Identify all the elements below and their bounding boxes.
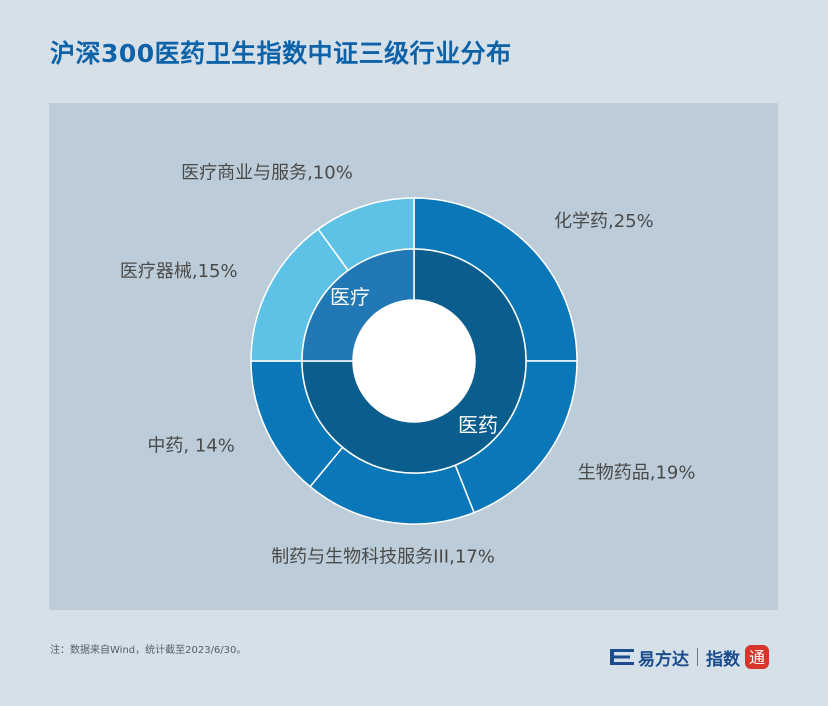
outer-slice-label-1: 生物药品,19% — [578, 462, 696, 483]
brand-name: 易方达 — [638, 649, 689, 670]
outer-slice-label-5: 医疗商业与服务,10% — [181, 163, 353, 184]
outer-slice-label-3: 中药, 14% — [147, 435, 234, 456]
donut-chart: 化学药,25% 生物药品,19% 制药与生物科技服务III,17% 中药, 14% 医疗… — [120, 163, 696, 568]
outer-slice-label-4: 医疗器械,15% — [120, 261, 238, 282]
inner-slice-label-0: 医药 — [458, 413, 498, 437]
seal-icon: 通 — [745, 645, 769, 669]
inner-ring-labels: 医药 医疗 — [330, 285, 498, 437]
chart-panel: 化学药,25% 生物药品,19% 制药与生物科技服务III,17% 中药, 14% 医疗… — [49, 103, 778, 610]
brand-divider — [697, 648, 698, 666]
brand-logo: 易方达 指数 通 — [610, 641, 770, 673]
chart-title: 沪深300医药卫生指数中证三级行业分布 — [50, 39, 512, 68]
outer-slice-label-2: 制药与生物科技服务III,17% — [271, 547, 495, 568]
source-footnote: 注：数据来自Wind，统计截至2023/6/30。 — [50, 645, 247, 656]
inner-ring — [301, 248, 527, 474]
efund-logo-icon — [610, 649, 634, 665]
brand-sub: 指数 — [706, 649, 740, 670]
donut-hole — [353, 300, 475, 422]
outer-ring-labels: 化学药,25% 生物药品,19% 制药与生物科技服务III,17% 中药, 14% 医疗… — [120, 163, 696, 568]
seal-text: 通 — [749, 648, 765, 667]
outer-slice-label-0: 化学药,25% — [554, 211, 654, 232]
inner-slice-label-1: 医疗 — [330, 285, 370, 309]
